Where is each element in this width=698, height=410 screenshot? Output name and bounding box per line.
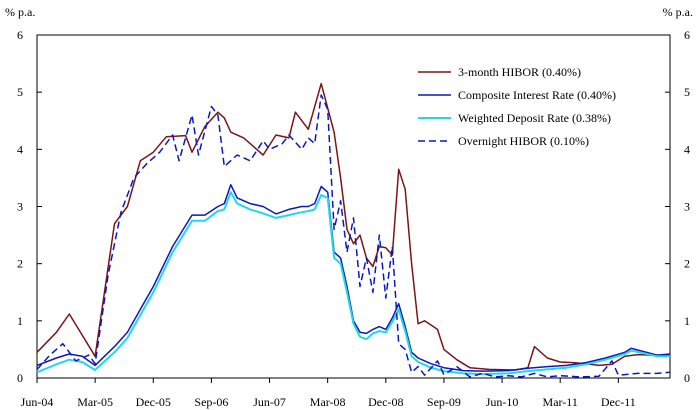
right-y-tick-label: 4 [684, 142, 690, 156]
x-tick-label: Mar-05 [77, 395, 113, 409]
series-line-composite-interest-rate [36, 184, 671, 372]
x-tick-label: Mar-11 [543, 395, 578, 409]
left-y-axis: 0 1 2 3 4 5 6 [17, 28, 42, 385]
x-tick-label: Sep-09 [427, 395, 461, 409]
x-tick-label: Dec-05 [136, 395, 171, 409]
right-y-tick-label: 0 [684, 371, 690, 385]
x-tick-label: Dec-11 [601, 395, 636, 409]
legend: 3-month HIBOR (0.40%) Composite Interest … [418, 65, 616, 148]
right-y-tick-label: 3 [684, 200, 690, 214]
x-tick-label: Jun-07 [253, 395, 286, 409]
legend-label-3-month-hibor: 3-month HIBOR (0.40%) [458, 65, 581, 79]
left-axis-unit-label: % p.a. [5, 5, 35, 19]
x-tick-label: Jun-10 [486, 395, 519, 409]
right-axis-unit-label: % p.a. [663, 5, 693, 19]
plot-area-frame [36, 34, 671, 379]
series-line-3-month-hibor [36, 82, 670, 371]
legend-label-weighted-deposit-rate: Weighted Deposit Rate (0.38%) [458, 111, 611, 125]
series-lines [36, 82, 671, 378]
series-line-weighted-deposit-rate [36, 191, 670, 375]
right-y-tick-label: 5 [684, 85, 690, 99]
x-tick-label: Jun-04 [21, 395, 54, 409]
right-y-tick-label: 6 [684, 28, 690, 42]
left-y-tick-label: 1 [17, 314, 23, 328]
left-y-tick-label: 5 [17, 85, 23, 99]
right-y-axis: 0 1 2 3 4 5 6 [665, 28, 690, 385]
left-y-tick-label: 3 [17, 200, 23, 214]
x-axis: Jun-04 Mar-05 Dec-05 Sep-06 Jun-07 Mar-08 Dec-… [21, 378, 636, 409]
x-tick-label: Dec-08 [368, 395, 403, 409]
left-y-tick-label: 6 [17, 28, 23, 42]
left-y-tick-label: 0 [17, 371, 23, 385]
legend-label-overnight-hibor: Overnight HIBOR (0.10%) [458, 134, 589, 148]
left-y-tick-label: 4 [17, 142, 23, 156]
x-tick-label: Sep-06 [194, 395, 228, 409]
left-y-tick-label: 2 [17, 257, 23, 271]
right-y-tick-label: 1 [684, 314, 690, 328]
right-y-tick-label: 2 [684, 257, 690, 271]
legend-label-composite-interest-rate: Composite Interest Rate (0.40%) [458, 88, 616, 102]
x-tick-label: Mar-08 [310, 395, 346, 409]
series-line-overnight-hibor [36, 94, 671, 378]
